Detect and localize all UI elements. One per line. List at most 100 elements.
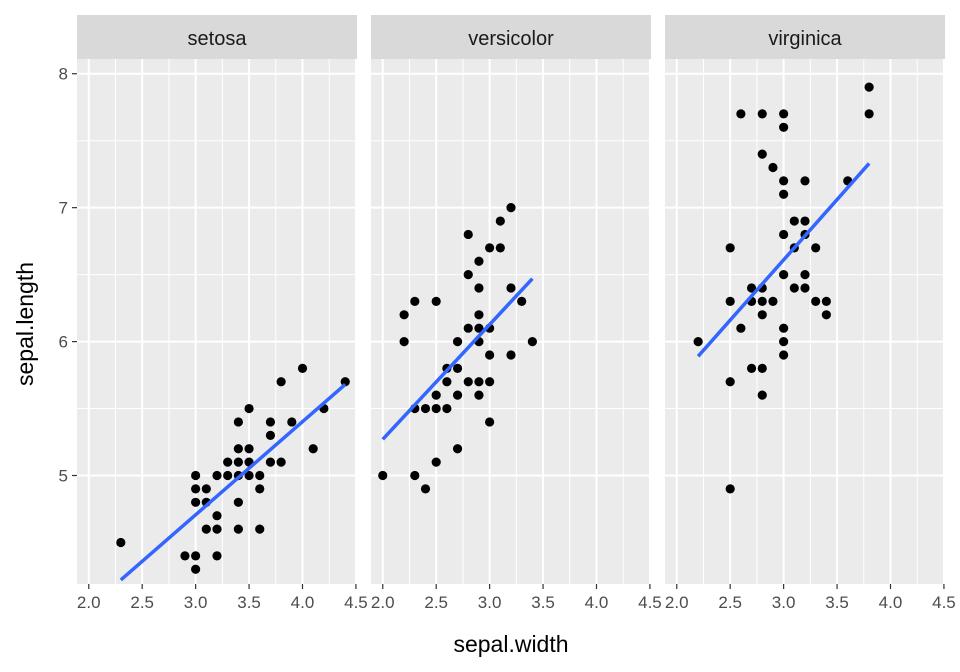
data-point <box>265 430 276 440</box>
data-point <box>223 470 233 481</box>
data-point <box>212 524 222 534</box>
data-point <box>191 551 201 561</box>
regression-line <box>696 162 871 358</box>
data-point <box>474 310 484 320</box>
data-point <box>442 403 452 414</box>
y-tick-label: 5 <box>59 467 68 486</box>
data-point <box>212 551 222 561</box>
data-point <box>746 283 757 293</box>
x-tick-label: 2.5 <box>424 593 448 612</box>
data-point <box>244 403 254 414</box>
y-axis-title: sepal.length <box>12 262 38 386</box>
data-point <box>527 336 537 347</box>
data-point <box>431 457 441 467</box>
facet-strip-label: versicolor <box>468 28 554 50</box>
x-tick-label: 2.0 <box>371 593 395 612</box>
data-point <box>442 377 452 387</box>
data-point <box>431 390 441 400</box>
x-tick-label: 2.0 <box>665 593 689 612</box>
data-point <box>180 551 190 561</box>
data-point <box>474 377 484 387</box>
data-point <box>485 377 495 387</box>
x-tick-label: 4.5 <box>344 593 368 612</box>
panel-background <box>665 59 945 584</box>
x-tick-label: 2.5 <box>130 593 154 612</box>
data-point <box>757 390 767 400</box>
data-point <box>779 122 789 132</box>
data-point <box>789 283 799 293</box>
data-point <box>693 336 703 347</box>
data-point <box>800 270 810 280</box>
data-point <box>485 417 495 427</box>
data-point <box>736 109 746 119</box>
data-point <box>746 363 757 373</box>
data-point <box>191 470 201 481</box>
data-point <box>463 270 473 280</box>
data-point <box>800 176 810 186</box>
data-point <box>431 296 441 307</box>
data-point <box>811 296 821 307</box>
panel-background <box>77 59 357 584</box>
data-point <box>233 497 243 507</box>
x-tick-label: 4.5 <box>932 593 956 612</box>
x-tick-label: 4.0 <box>585 593 609 612</box>
data-point <box>201 484 211 494</box>
data-point <box>779 176 789 186</box>
data-point <box>736 323 746 333</box>
data-point <box>517 296 527 307</box>
data-point <box>779 189 789 199</box>
data-point <box>212 470 222 481</box>
data-point <box>474 256 484 266</box>
y-tick-label: 7 <box>59 199 68 218</box>
facet-versicolor: versicolor 2.0 2.5 3.0 3.5 4.0 4.5 <box>371 15 662 612</box>
data-point <box>410 296 420 307</box>
data-point <box>506 283 516 293</box>
data-point <box>463 323 473 333</box>
y-tick-label: 8 <box>59 65 68 84</box>
data-point <box>757 296 767 307</box>
data-point <box>757 149 767 159</box>
data-point <box>223 457 233 467</box>
panel-background <box>371 59 651 584</box>
x-tick-label: 4.0 <box>291 593 315 612</box>
data-point <box>789 216 799 226</box>
data-point <box>757 310 767 320</box>
data-point <box>276 377 286 387</box>
data-point <box>800 283 810 293</box>
data-point <box>452 336 463 347</box>
x-tick-label: 3.0 <box>184 593 208 612</box>
data-point <box>821 310 831 320</box>
facet-virginica: virginica 2.0 2.5 3.0 3.5 4.0 4.5 <box>665 15 956 612</box>
x-axis-title: sepal.width <box>453 631 568 657</box>
x-tick-label: 3.0 <box>478 593 502 612</box>
data-point <box>431 403 441 414</box>
data-point <box>506 203 516 213</box>
data-point <box>463 229 473 240</box>
data-point <box>779 336 789 347</box>
data-point <box>757 363 767 373</box>
data-point <box>191 497 201 507</box>
data-point <box>212 511 222 521</box>
data-point <box>265 417 276 427</box>
data-point <box>485 243 495 253</box>
data-point <box>420 403 431 414</box>
data-point <box>410 470 420 481</box>
data-point <box>116 537 126 548</box>
data-point <box>201 524 211 534</box>
data-point <box>233 524 243 534</box>
data-point <box>265 457 276 467</box>
data-point <box>821 296 831 307</box>
data-point <box>725 296 735 307</box>
y-tick-label: 6 <box>59 333 68 352</box>
data-point <box>485 350 495 360</box>
data-point <box>725 377 735 387</box>
data-point <box>779 229 789 240</box>
data-point <box>420 484 431 494</box>
data-point <box>495 243 505 253</box>
data-point <box>233 457 243 467</box>
data-point <box>864 82 874 92</box>
data-point <box>779 270 789 280</box>
x-tick-label: 2.5 <box>718 593 742 612</box>
data-point <box>255 484 265 494</box>
